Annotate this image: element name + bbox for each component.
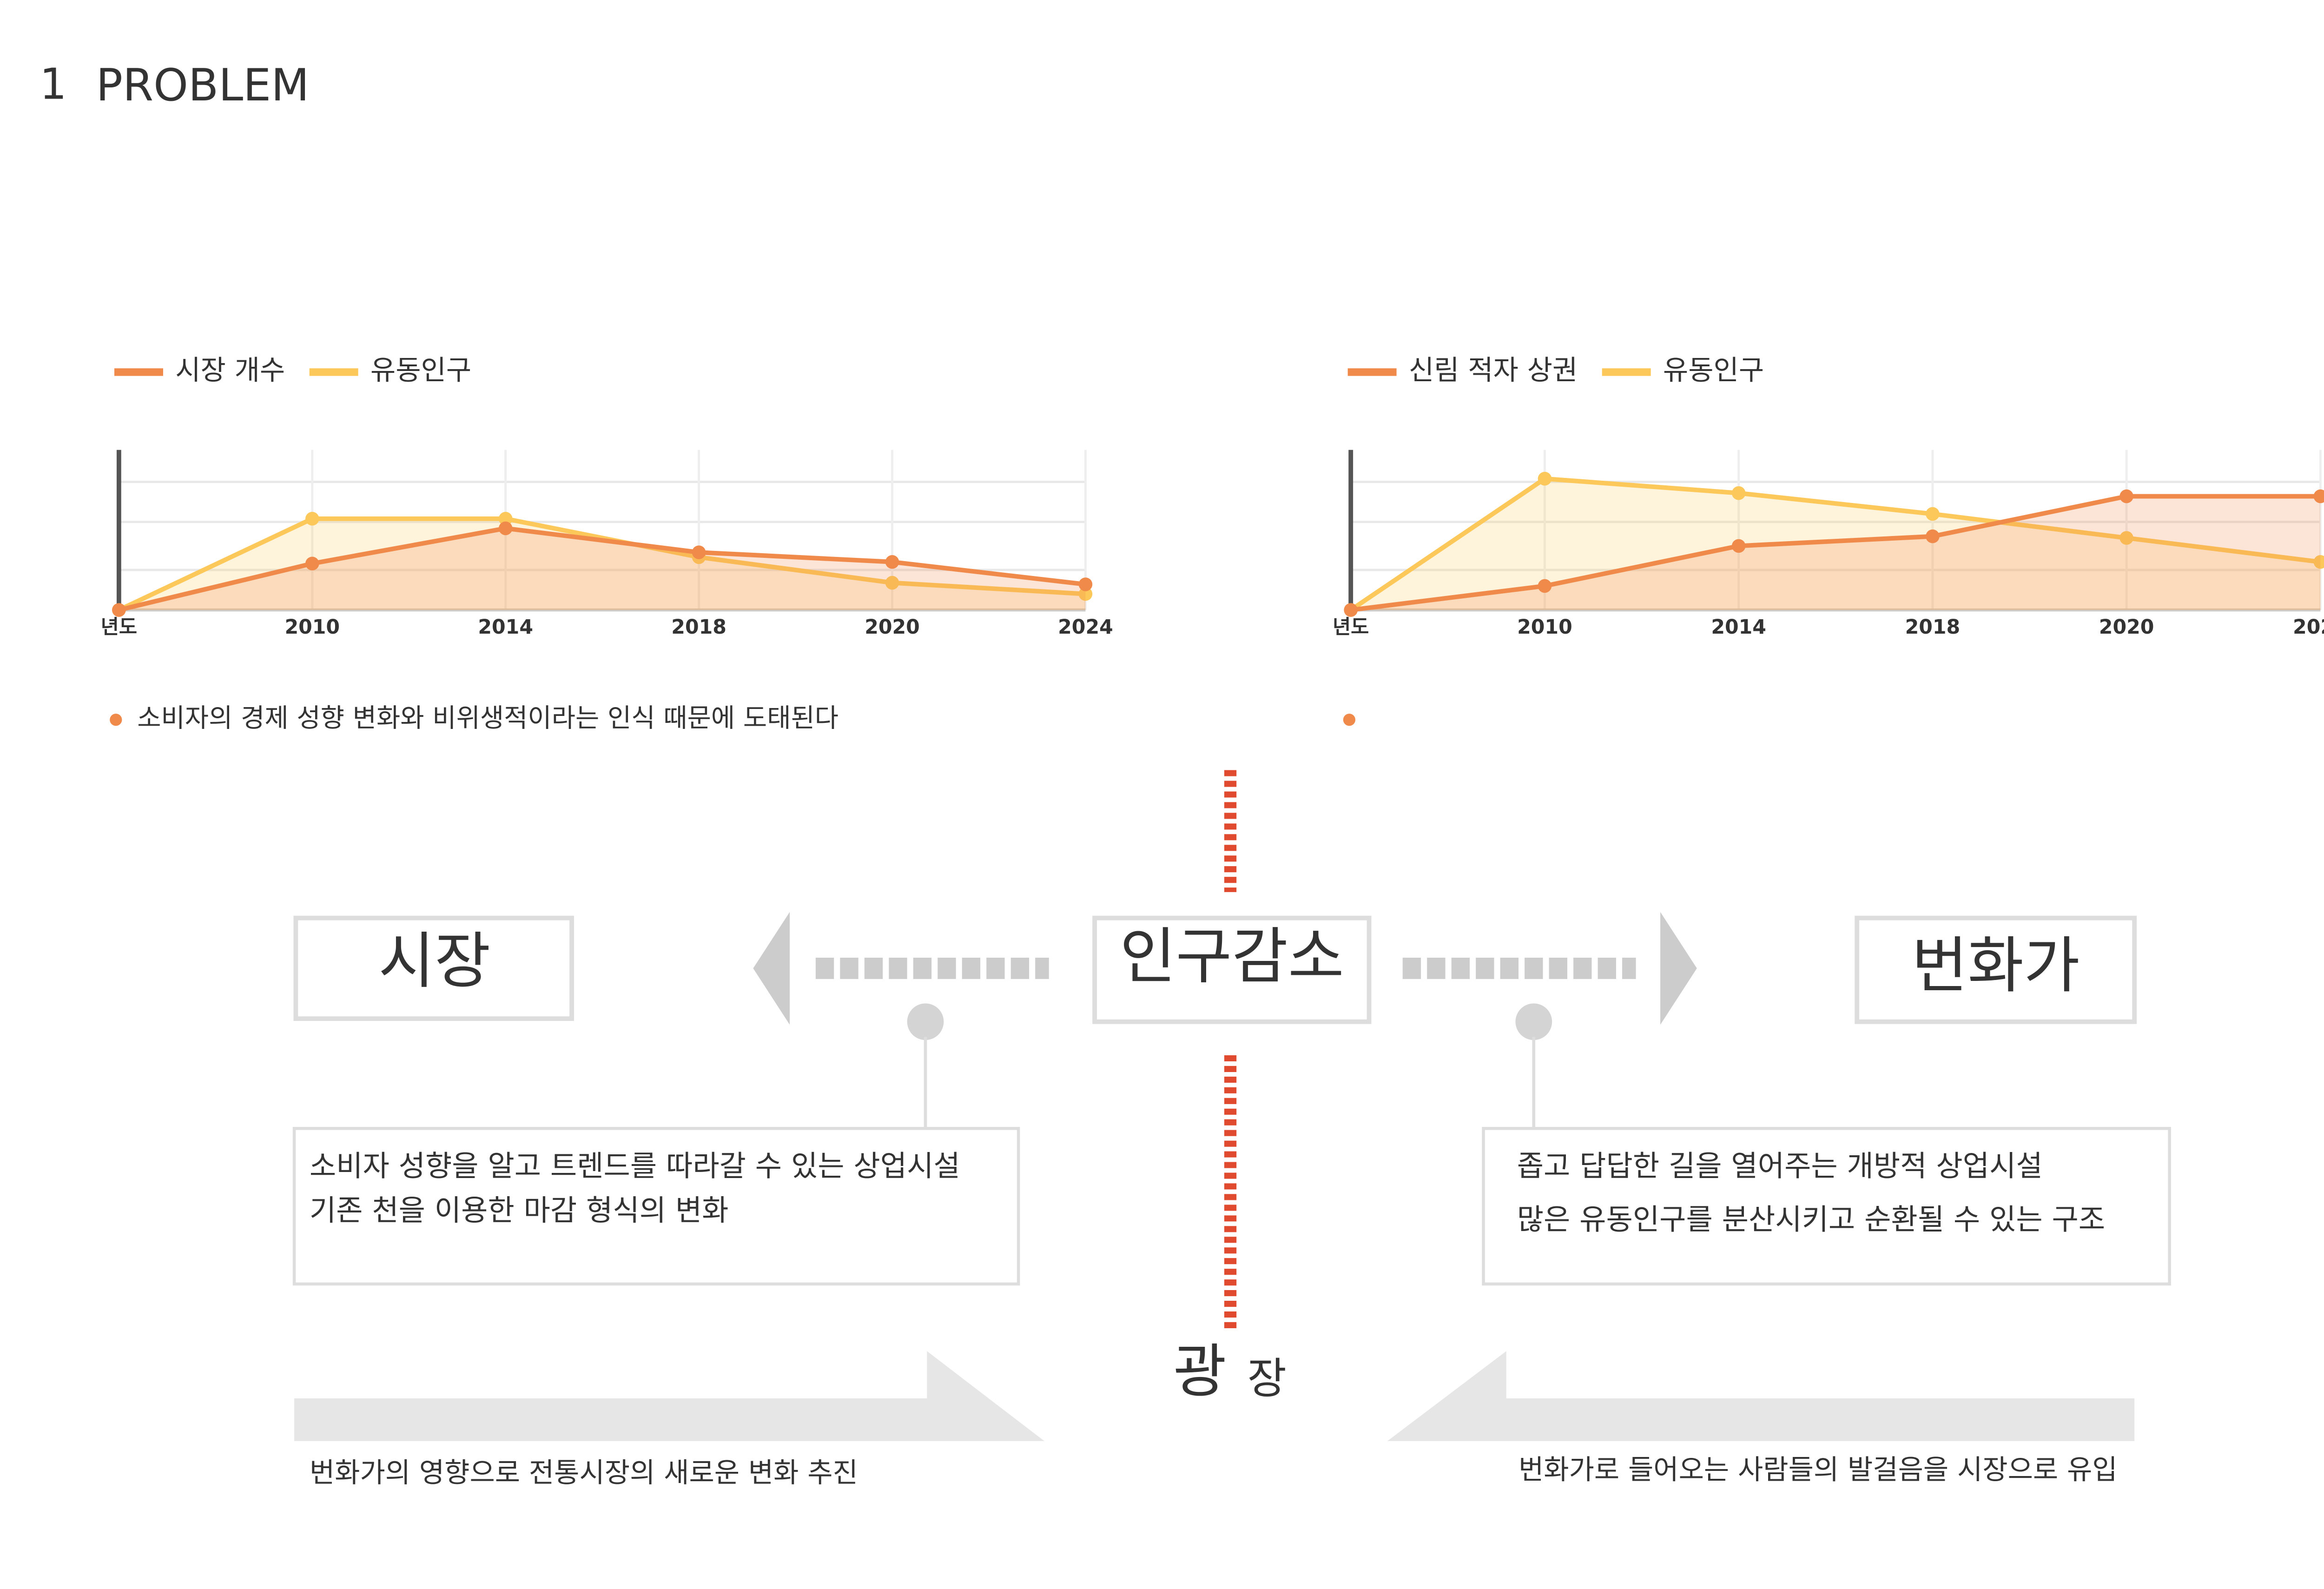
point [1731, 539, 1746, 553]
section-title: PROBLEM [96, 60, 310, 111]
x-tick-label: 2014 [478, 616, 533, 639]
flow-arrow [294, 1351, 1044, 1441]
line [1350, 494, 2321, 612]
node-label: 번화가 [1912, 930, 2080, 1001]
x-tick-label: 년도 [1333, 616, 1369, 639]
description: 기존 천을 이용한 마감 형식의 변화 [310, 1193, 729, 1227]
point [1926, 529, 1940, 543]
point [498, 521, 513, 536]
connector-dot [907, 1003, 944, 1040]
x-tick-label: 2024 [1058, 616, 1113, 639]
point [692, 545, 706, 559]
description: 많은 유동인구를 분산시키고 순환될 수 있는 구조 [1517, 1203, 2105, 1237]
point [1538, 471, 1552, 486]
flow-arrow [1387, 1351, 2135, 1441]
point [498, 512, 513, 526]
node-label: 인구감소 [1120, 921, 1344, 992]
center-label: 장 [1248, 1354, 1287, 1404]
legend-label: 시장 개수 [175, 354, 285, 386]
area [119, 518, 1086, 610]
description-box [1482, 1127, 2171, 1286]
x-tick-label: 년도 [101, 616, 137, 639]
line [118, 516, 1086, 612]
point [305, 556, 319, 570]
point [2119, 489, 2133, 503]
description: 좁고 답답한 길을 열어주는 개방적 상업시설 [1517, 1149, 2043, 1183]
arrow-head [753, 912, 790, 1025]
point [1344, 603, 1358, 617]
node-box [293, 915, 574, 1021]
point [2313, 489, 2324, 503]
point [885, 576, 899, 590]
chart-note: 소비자의 경제 성향 변화와 비위생적이라는 인식 때문에 도태된다 [137, 703, 838, 733]
area [119, 528, 1086, 610]
legend-label: 유동인구 [1663, 354, 1764, 386]
node-box [1092, 915, 1372, 1024]
line [118, 526, 1086, 612]
note-bullet [1343, 714, 1356, 726]
point [2119, 531, 2133, 545]
node-box [1855, 915, 2137, 1024]
legend-label: 유동인구 [370, 354, 471, 386]
connector-dot [1515, 1003, 1552, 1040]
point [885, 555, 899, 569]
section-number: 1 [40, 59, 66, 109]
node-label: 시장 [378, 925, 490, 996]
x-tick-label: 2018 [1905, 616, 1961, 639]
point [1926, 507, 1940, 521]
point [305, 512, 319, 526]
x-tick-label: 2010 [1517, 616, 1572, 639]
description: 소비자 성향을 알고 트렌드를 따라갈 수 있는 상업시설 [310, 1149, 960, 1183]
area [1351, 496, 2321, 610]
point [112, 603, 126, 617]
point [1078, 587, 1093, 601]
description-box [292, 1127, 1020, 1286]
point [2313, 555, 2324, 569]
line [1349, 476, 2321, 612]
x-tick-label: 2024 [2293, 616, 2324, 639]
flow-caption: 번화가의 영향으로 전통시장의 새로운 변화 추진 [310, 1457, 858, 1489]
point [1078, 577, 1093, 591]
x-tick-label: 2014 [1711, 616, 1766, 639]
legend-label: 신림 적자 상권 [1409, 354, 1578, 386]
point [1731, 486, 1746, 500]
x-tick-label: 2020 [865, 616, 920, 639]
x-tick-label: 2018 [671, 616, 726, 639]
center-label: 광 [1173, 1338, 1227, 1405]
flow-caption: 번화가로 들어오는 사람들의 발걸음을 시장으로 유입 [1519, 1453, 2118, 1485]
point [1538, 579, 1552, 593]
note-bullet [110, 714, 122, 726]
x-tick-label: 2010 [284, 616, 340, 639]
x-tick-label: 2020 [2099, 616, 2154, 639]
arrow-head [1660, 912, 1697, 1025]
